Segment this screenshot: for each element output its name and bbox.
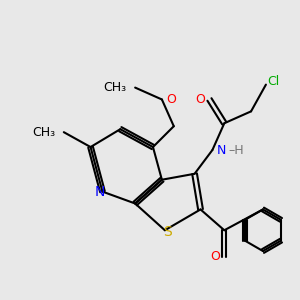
- Text: CH₃: CH₃: [103, 81, 126, 94]
- Text: CH₃: CH₃: [32, 126, 55, 139]
- Text: O: O: [195, 93, 205, 106]
- Text: O: O: [166, 93, 176, 106]
- Text: S: S: [164, 225, 172, 239]
- Text: Cl: Cl: [267, 75, 280, 88]
- Text: N: N: [217, 143, 226, 157]
- Text: –H: –H: [229, 143, 244, 157]
- Text: N: N: [94, 184, 105, 199]
- Text: O: O: [210, 250, 220, 263]
